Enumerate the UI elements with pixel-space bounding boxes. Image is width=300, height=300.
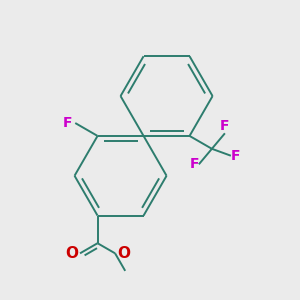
- Text: O: O: [117, 246, 130, 261]
- Text: F: F: [189, 157, 199, 171]
- Text: O: O: [65, 246, 78, 261]
- Text: F: F: [220, 119, 230, 133]
- Text: F: F: [231, 149, 240, 163]
- Text: F: F: [63, 116, 72, 130]
